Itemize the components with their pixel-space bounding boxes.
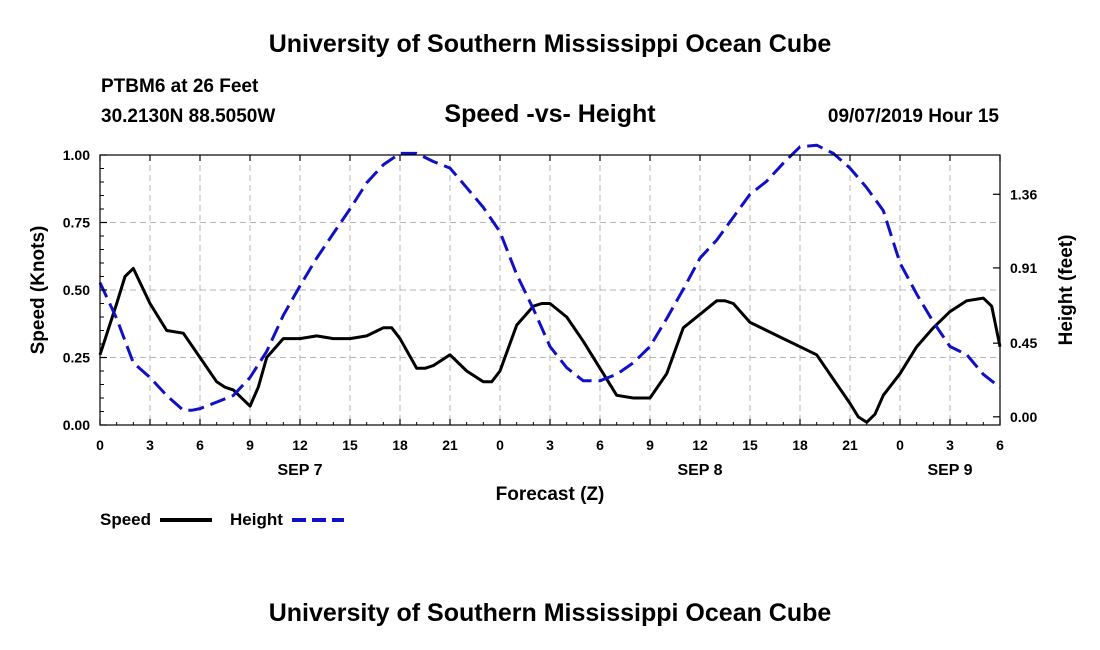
- date-label: SEP 9: [927, 462, 972, 479]
- y-tick-label: 0.50: [63, 282, 90, 298]
- x-tick-label: 6: [596, 437, 604, 453]
- grid-layer: [100, 155, 1000, 425]
- speed-series-line: [98, 266, 1002, 424]
- station-coords: 30.2130N 88.5050W: [101, 106, 276, 127]
- y-tick-label: 0.75: [63, 215, 90, 231]
- y2-tick-label: 1.36: [1010, 186, 1037, 202]
- x-tick-label: 3: [546, 437, 554, 453]
- x-axis-label: Forecast (Z): [496, 484, 605, 505]
- date-label: SEP 7: [277, 462, 322, 479]
- x-tick-label: 21: [842, 437, 858, 453]
- x-tick-label: 3: [946, 437, 954, 453]
- x-tick-label: 9: [646, 437, 654, 453]
- x-tick-label: 0: [896, 437, 904, 453]
- y-tick-label: 1.00: [63, 147, 90, 163]
- x-tick-label: 0: [96, 437, 104, 453]
- x-tick-label: 3: [146, 437, 154, 453]
- footer-title: University of Southern Mississippi Ocean…: [268, 599, 832, 627]
- x-tick-label: 18: [792, 437, 808, 453]
- x-tick-label: 12: [292, 437, 308, 453]
- legend: Speed Height: [100, 510, 344, 529]
- x-tick-label: 0: [496, 437, 504, 453]
- date-label: SEP 8: [677, 462, 722, 479]
- y2-tick-label: 0.45: [1010, 335, 1037, 351]
- x-tick-label: 15: [742, 437, 758, 453]
- x-tick-label: 18: [392, 437, 408, 453]
- page-title: University of Southern Mississippi Ocean…: [268, 30, 832, 58]
- x-tick-label: 6: [196, 437, 204, 453]
- station-name: PTBM6 at 26 Feet: [101, 76, 259, 97]
- series-layer: [98, 143, 1002, 424]
- y2-axis-label: Height (feet): [1056, 235, 1077, 346]
- y2-tick-label: 0.91: [1010, 260, 1037, 276]
- legend-height-label: Height: [230, 510, 283, 529]
- x-tick-label: 15: [342, 437, 358, 453]
- x-tick-label: 6: [996, 437, 1004, 453]
- chart-datetime: 09/07/2019 Hour 15: [827, 106, 999, 127]
- height-series-line: [98, 143, 1001, 412]
- legend-speed-label: Speed: [100, 510, 151, 529]
- y-axis-label: Speed (Knots): [28, 226, 49, 355]
- x-tick-label: 9: [246, 437, 254, 453]
- y2-tick-label: 0.00: [1010, 409, 1037, 425]
- chart-title: Speed -vs- Height: [444, 100, 656, 128]
- axis-layer: 0 3 6 9 12 15 18 21 0 3 6 9 12 15 18 21 0 3 6 SEP 7 SEP 8 SEP…: [63, 147, 1038, 479]
- y-tick-label: 0.25: [63, 350, 90, 366]
- y-tick-label: 0.00: [63, 417, 90, 433]
- x-tick-label: 12: [692, 437, 708, 453]
- x-tick-label: 21: [442, 437, 458, 453]
